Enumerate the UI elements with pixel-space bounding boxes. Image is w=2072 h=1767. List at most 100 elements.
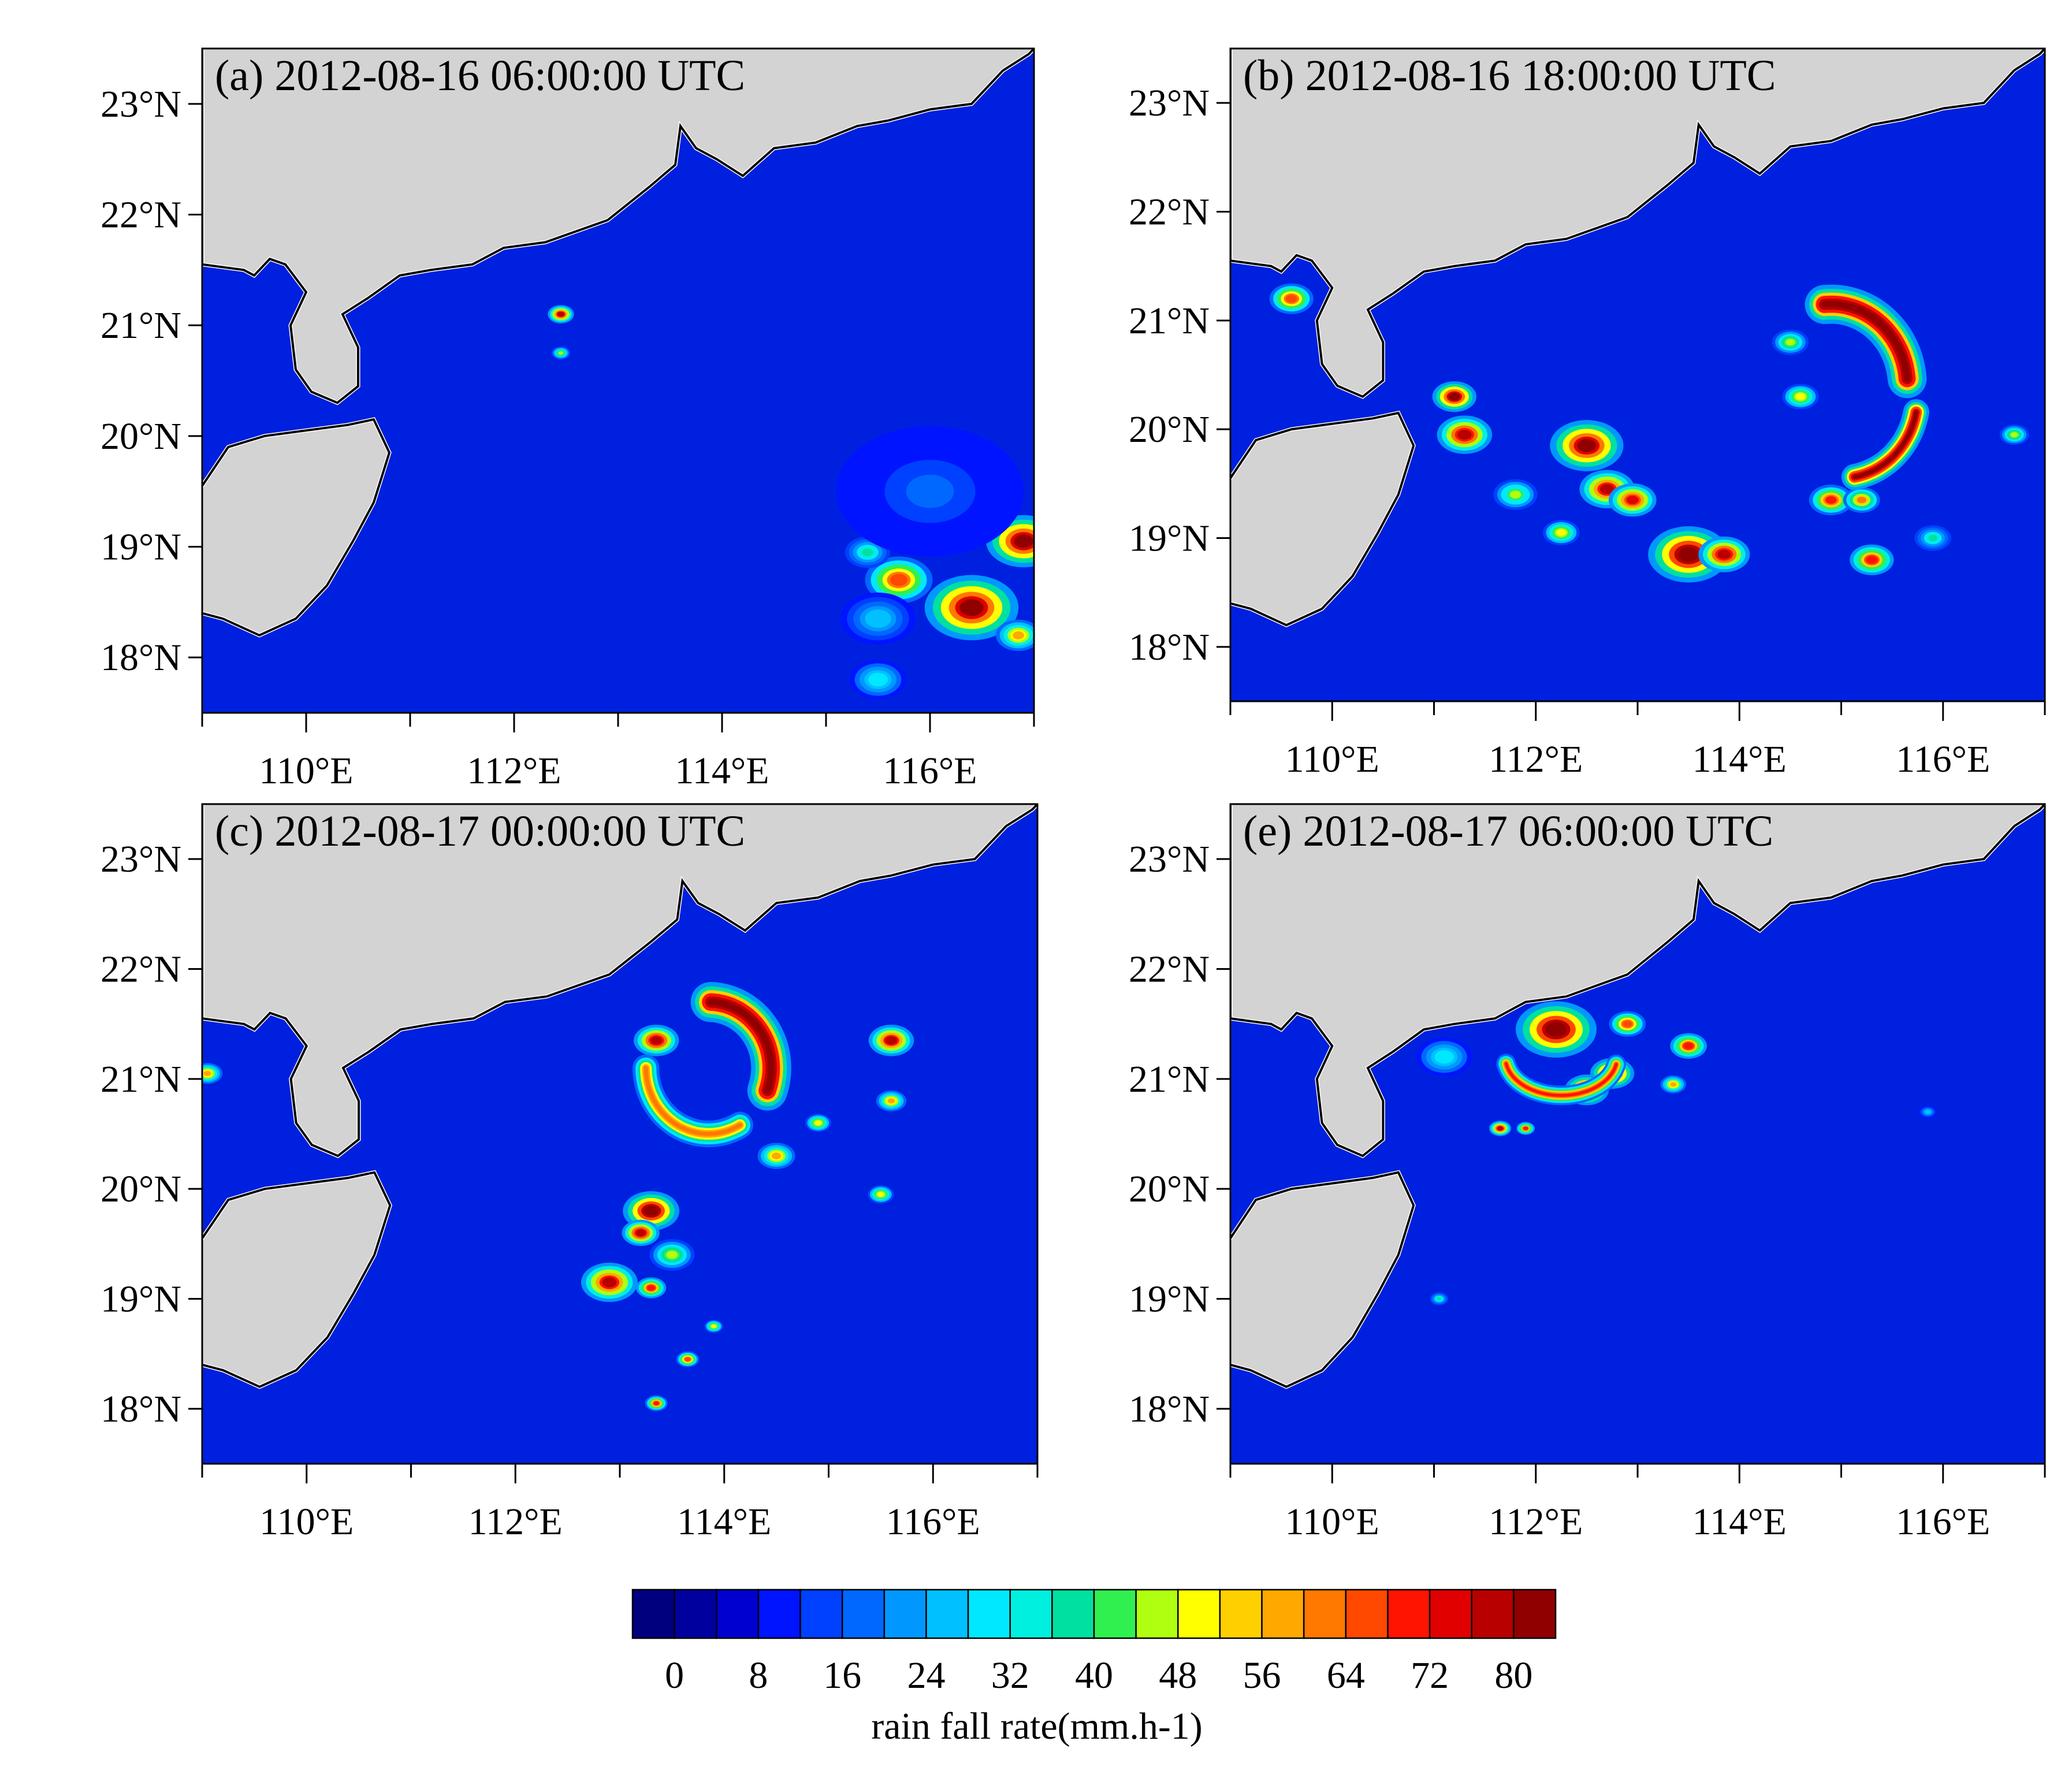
rain-cell (551, 346, 571, 360)
colorbar-box (841, 1589, 886, 1639)
colorbar-box (1471, 1589, 1515, 1639)
rain-band (1805, 284, 1927, 399)
x-tick-label: 116°E (1896, 1501, 1990, 1543)
rain-cell (1493, 479, 1538, 510)
map-panel-e: (e) 2012-08-17 06:00:00 UTC 110°E 112°E 114… (1129, 803, 2046, 1543)
rain-cell (868, 1024, 914, 1057)
colorbar-box (716, 1589, 760, 1639)
colorbar-tick-label: 64 (1327, 1654, 1365, 1697)
rain-cell (1542, 519, 1580, 546)
colorbar-tick-label: 24 (907, 1654, 945, 1697)
rain-cell (1269, 283, 1314, 314)
colorbar-tick-label: 16 (823, 1654, 861, 1697)
rain-cell (1698, 536, 1750, 572)
rain-cell (548, 305, 574, 323)
rain-cell (1843, 487, 1880, 513)
colorbar-tick-label: 32 (991, 1654, 1029, 1697)
colorbar-box (1429, 1589, 1472, 1639)
y-tick-label: 18°N (1129, 1388, 1210, 1430)
map-panels: (a) 2012-08-16 06:00:00 UTC 110°E 112°E 114… (101, 47, 2046, 1543)
rain-cell (1416, 1037, 1472, 1076)
x-tick-label: 110°E (1285, 738, 1379, 780)
rain-cell (1432, 381, 1476, 412)
map-panel-b: (b) 2012-08-16 18:00:00 UTC 110°E 112°E 114… (1129, 47, 2046, 780)
panel-title: (e) 2012-08-17 06:00:00 UTC (1243, 807, 1773, 855)
mainland-coastline (1230, 804, 2045, 1158)
rain-cell (623, 1191, 680, 1231)
colorbar-box (631, 1589, 675, 1639)
axis-ticks: 110°E 112°E 114°E 116°E 18°N 19°N 20°N 21°N 22°N… (101, 83, 1035, 792)
y-tick-label: 20°N (1129, 1168, 1210, 1210)
y-tick-label: 22°N (1129, 191, 1210, 233)
rain-cell (676, 1351, 700, 1367)
panel-title: (c) 2012-08-17 00:00:00 UTC (215, 807, 745, 855)
y-tick-label: 21°N (101, 304, 181, 347)
rain-cell (704, 1319, 723, 1333)
rain-cell (836, 426, 1024, 557)
rain-cell (1660, 1075, 1686, 1093)
colorbar-box (1177, 1589, 1221, 1639)
y-tick-label: 21°N (101, 1058, 181, 1100)
rain-cell (1914, 525, 1951, 551)
mainland-coastline (1230, 49, 2045, 399)
colorbar-box (1303, 1589, 1347, 1639)
rain-band (633, 1054, 754, 1148)
x-tick-label: 110°E (259, 1501, 354, 1543)
rain-cell (636, 1277, 667, 1299)
mainland-coastline (202, 49, 1034, 404)
y-tick-label: 20°N (101, 1168, 181, 1210)
rain-cell (805, 1114, 832, 1132)
y-tick-label: 22°N (101, 194, 181, 236)
colorbar: 0 8 16 24 32 40 48 56 64 72 80 rain fall rate(mm.h… (631, 1589, 1557, 1747)
colorbar-box (1261, 1589, 1305, 1639)
rain-cell (850, 660, 906, 700)
rain-cell (924, 575, 1019, 641)
colorbar-box (1345, 1589, 1389, 1639)
rain-cell (1550, 420, 1624, 471)
colorbar-label: rain fall rate(mm.h-1) (871, 1705, 1203, 1747)
colorbar-box (925, 1589, 969, 1639)
rain-cell (757, 1143, 795, 1169)
colorbar-box (1009, 1589, 1053, 1639)
rain-band (690, 981, 791, 1111)
y-tick-label: 21°N (1129, 300, 1210, 342)
rain-cell (1437, 415, 1493, 454)
rain-band (1496, 1054, 1626, 1106)
colorbar-box (799, 1589, 843, 1639)
axis-ticks: 110°E 112°E 114°E 116°E 18°N 19°N 20°N 21°N 22°N… (101, 838, 1039, 1543)
panel-title: (a) 2012-08-16 06:00:00 UTC (215, 51, 745, 100)
rain-cell (649, 1239, 695, 1271)
colorbar-boxes (631, 1589, 1557, 1639)
x-tick-label: 114°E (1692, 738, 1787, 780)
colorbar-box (1513, 1589, 1557, 1639)
rain-cell (1516, 1122, 1535, 1135)
colorbar-box (1387, 1589, 1431, 1639)
rain-cell (876, 1090, 907, 1112)
y-tick-label: 19°N (101, 526, 181, 568)
y-tick-label: 19°N (1129, 1278, 1210, 1320)
hainan-coastline (202, 418, 391, 637)
hainan-coastline (1230, 411, 1415, 627)
rain-cell (1918, 1105, 1937, 1119)
rainfall-field (202, 981, 914, 1411)
rain-cell (1782, 384, 1819, 410)
rain-band (1841, 399, 1929, 490)
x-tick-label: 110°E (1285, 1501, 1379, 1543)
rain-cell (645, 1395, 668, 1411)
y-tick-label: 18°N (101, 1388, 181, 1430)
rain-cell (1608, 483, 1657, 517)
y-tick-label: 21°N (1129, 1058, 1210, 1100)
colorbar-box (967, 1589, 1011, 1639)
rain-cell (1772, 329, 1809, 355)
colorbar-tick-label: 0 (665, 1654, 684, 1697)
y-tick-label: 23°N (1129, 82, 1210, 124)
y-tick-label: 20°N (101, 415, 181, 457)
rainfall-field (1416, 1001, 1937, 1305)
rain-cell (840, 592, 916, 645)
rain-cell (865, 556, 933, 604)
axis-ticks: 110°E 112°E 114°E 116°E 18°N 19°N 20°N 21°N 22°N… (1129, 838, 2046, 1543)
x-tick-label: 114°E (675, 750, 769, 792)
colorbar-tick-label: 72 (1411, 1654, 1449, 1697)
colorbar-box (1135, 1589, 1179, 1639)
